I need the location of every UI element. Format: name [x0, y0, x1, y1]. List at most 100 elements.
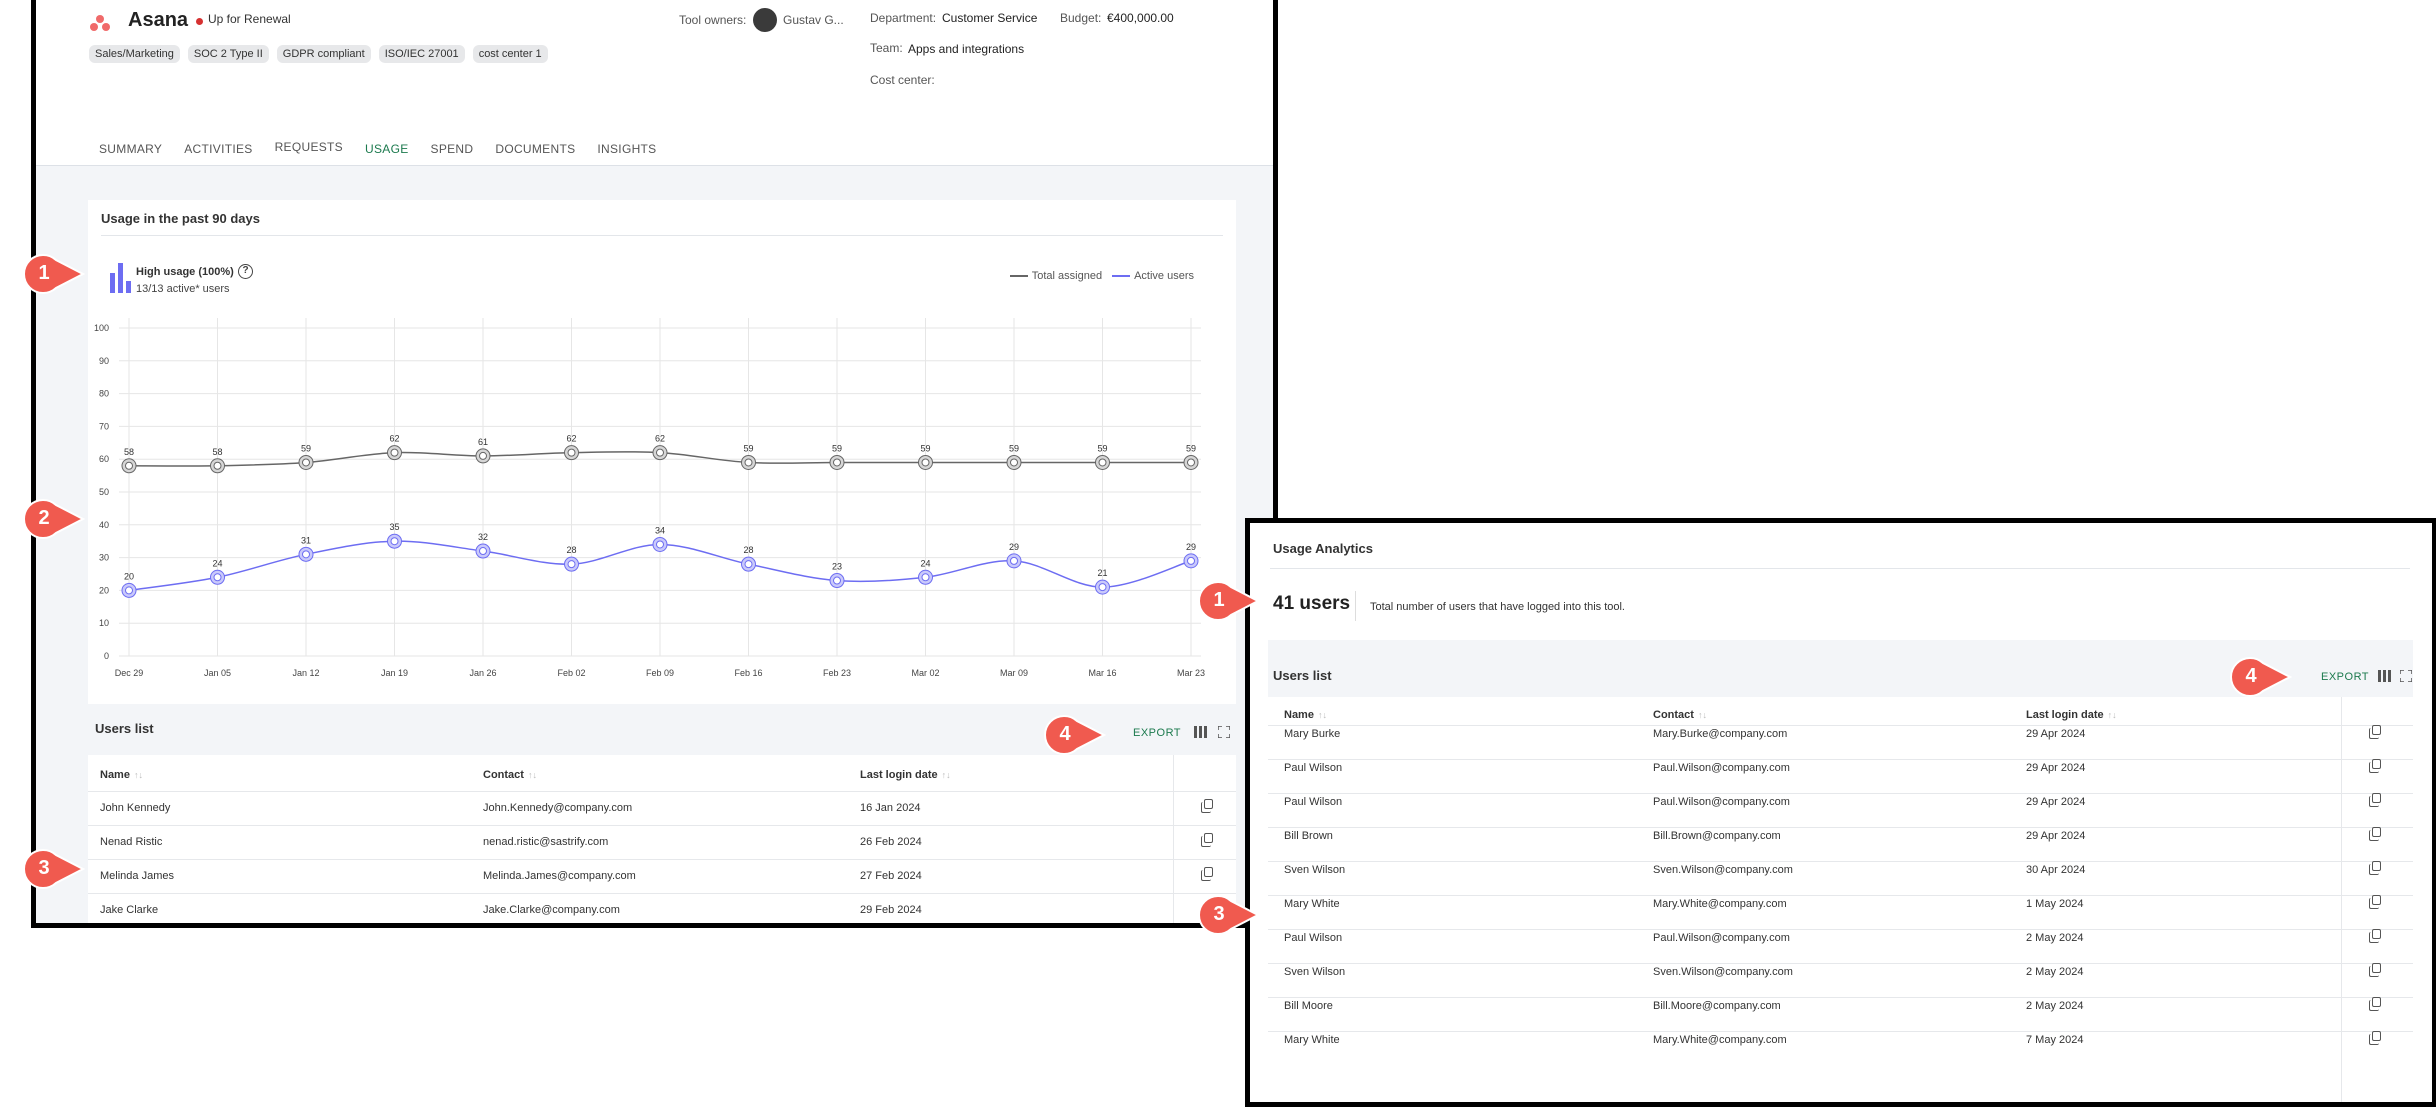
data-point-inner — [744, 458, 753, 467]
export-button[interactable]: EXPORT — [1133, 727, 1182, 739]
copy-icon[interactable] — [2369, 963, 2381, 977]
copy-icon[interactable] — [1201, 833, 1213, 847]
tab-spend[interactable]: SPEND — [430, 142, 474, 156]
data-label: 59 — [1186, 443, 1196, 453]
copy-icon[interactable] — [2369, 827, 2381, 841]
tool-owners-value[interactable]: Gustav G... — [783, 13, 844, 27]
sort-icon[interactable]: ↑↓ — [1317, 710, 1327, 720]
x-tick-label: Mar 02 — [911, 668, 939, 678]
contact-cell: Paul.Wilson@company.com — [1653, 762, 1790, 774]
copy-icon[interactable] — [2369, 929, 2381, 943]
help-icon[interactable]: ? — [238, 264, 253, 279]
name-cell: John Kennedy — [100, 802, 171, 814]
legend-active-users[interactable]: Active users — [1112, 270, 1194, 282]
copy-icon[interactable] — [2369, 997, 2381, 1011]
copy-icon[interactable] — [2369, 725, 2381, 739]
table-row[interactable]: Sven Wilson Sven.Wilson@company.com 30 Apr… — [1268, 861, 2413, 895]
data-label: 62 — [566, 434, 576, 444]
contact-cell: Sven.Wilson@company.com — [1653, 966, 1793, 978]
data-label: 29 — [1186, 542, 1196, 552]
copy-icon[interactable] — [2369, 861, 2381, 875]
table-row[interactable]: Paul Wilson Paul.Wilson@company.com 29 Apr… — [1268, 759, 2413, 793]
column-header[interactable]: Name ↑↓ — [1284, 709, 1327, 721]
sort-icon[interactable]: ↑↓ — [941, 770, 951, 780]
y-tick-label: 50 — [99, 487, 109, 497]
export-button[interactable]: EXPORT — [2321, 671, 2370, 683]
y-tick-label: 90 — [99, 356, 109, 366]
y-tick-label: 20 — [99, 585, 109, 595]
legend-total-assigned[interactable]: Total assigned — [1009, 270, 1102, 282]
data-point-inner — [213, 461, 222, 470]
department-label: Department: — [870, 11, 937, 25]
callout-marker: 3 — [23, 849, 85, 889]
x-tick-label: Feb 23 — [823, 668, 851, 678]
copy-icon[interactable] — [2369, 895, 2381, 909]
avatar[interactable] — [753, 8, 777, 32]
table-row[interactable]: Mary White Mary.White@company.com 1 May 20… — [1268, 895, 2413, 929]
fullscreen-icon[interactable] — [1218, 726, 1230, 738]
column-header[interactable]: Contact ↑↓ — [1653, 709, 1707, 721]
usage-analytics-title: Usage Analytics — [1273, 541, 1373, 556]
tab-activities[interactable]: ACTIVITIES — [184, 142, 253, 156]
copy-icon[interactable] — [2369, 759, 2381, 773]
users-section: Users list EXPORT Name ↑↓ Contact ↑↓ Last lo… — [1268, 640, 2413, 1102]
data-label: 24 — [920, 558, 930, 568]
contact-cell: Sven.Wilson@company.com — [1653, 864, 1793, 876]
callout-pointer-icon — [1198, 895, 1260, 935]
data-point-inner — [921, 573, 930, 582]
data-label: 21 — [1097, 568, 1107, 578]
tag-chip[interactable]: cost center 1 — [472, 45, 548, 63]
last-login-cell: 29 Feb 2024 — [860, 904, 922, 916]
tab-insights[interactable]: INSIGHTS — [597, 142, 657, 156]
table-row[interactable]: Mary Burke Mary.Burke@company.com 29 Apr 2… — [1268, 725, 2413, 759]
copy-icon[interactable] — [2369, 1031, 2381, 1045]
tag-chip[interactable]: SOC 2 Type II — [187, 45, 269, 63]
column-header[interactable]: Name ↑↓ — [100, 769, 143, 781]
table-row[interactable]: John Kennedy John.Kennedy@company.com 16 J… — [88, 791, 1236, 825]
last-login-cell: 29 Apr 2024 — [2026, 762, 2086, 774]
fullscreen-icon[interactable] — [2400, 670, 2412, 682]
sort-icon[interactable]: ↑↓ — [1697, 710, 1707, 720]
last-login-cell: 26 Feb 2024 — [860, 836, 922, 848]
department-value: Customer Service — [942, 11, 1038, 25]
status-dot-icon — [196, 18, 203, 25]
copy-icon[interactable] — [1201, 867, 1213, 881]
table-row[interactable]: Melinda James Melinda.James@company.com 27… — [88, 859, 1236, 893]
sort-icon[interactable]: ↑↓ — [2107, 710, 2117, 720]
name-cell: Mary Burke — [1284, 728, 1341, 740]
callout-marker: 3 — [1198, 895, 1260, 935]
data-point-inner — [1187, 556, 1195, 565]
table-row[interactable]: Nenad Ristic nenad.ristic@sastrify.com 26 … — [88, 825, 1236, 859]
callout-number: 2 — [38, 507, 50, 529]
columns-icon[interactable] — [2378, 670, 2392, 682]
column-header[interactable]: Last login date ↑↓ — [860, 769, 951, 781]
bar-chart-icon — [110, 263, 131, 293]
last-login-cell: 1 May 2024 — [2026, 898, 2084, 910]
columns-icon[interactable] — [1194, 726, 1208, 738]
table-row[interactable]: Bill Moore Bill.Moore@company.com 2 May 20… — [1268, 997, 2413, 1031]
column-header[interactable]: Last login date ↑↓ — [2026, 709, 2117, 721]
tab-requests[interactable]: REQUESTS — [274, 140, 343, 154]
copy-icon[interactable] — [2369, 793, 2381, 807]
table-row[interactable]: Mary White Mary.White@company.com 7 May 20… — [1268, 1031, 2413, 1065]
sort-icon[interactable]: ↑↓ — [133, 770, 143, 780]
copy-icon[interactable] — [1201, 799, 1213, 813]
table-row[interactable]: Paul Wilson Paul.Wilson@company.com 29 Apr… — [1268, 793, 2413, 827]
callout-number: 4 — [2245, 665, 2257, 687]
sort-icon[interactable]: ↑↓ — [527, 770, 537, 780]
column-header[interactable]: Contact ↑↓ — [483, 769, 537, 781]
asana-tool-page: Asana Up for Renewal Sales/Marketing SOC… — [31, 0, 1278, 928]
x-tick-label: Mar 23 — [1177, 668, 1205, 678]
tag-chip[interactable]: ISO/IEC 27001 — [378, 45, 465, 63]
table-row[interactable]: Sven Wilson Sven.Wilson@company.com 2 May … — [1268, 963, 2413, 997]
data-label: 23 — [832, 562, 842, 572]
callout-pointer-icon — [23, 254, 85, 294]
table-row[interactable]: Paul Wilson Paul.Wilson@company.com 2 May … — [1268, 929, 2413, 963]
tab-documents[interactable]: DOCUMENTS — [495, 142, 576, 156]
tab-summary[interactable]: SUMMARY — [99, 142, 163, 156]
tag-chip[interactable]: GDPR compliant — [276, 45, 371, 63]
tag-chip[interactable]: Sales/Marketing — [89, 45, 180, 63]
data-point-inner — [833, 576, 841, 585]
table-row[interactable]: Bill Brown Bill.Brown@company.com 29 Apr 2… — [1268, 827, 2413, 861]
table-row[interactable]: Jake Clarke Jake.Clarke@company.com 29 Feb… — [88, 893, 1236, 923]
